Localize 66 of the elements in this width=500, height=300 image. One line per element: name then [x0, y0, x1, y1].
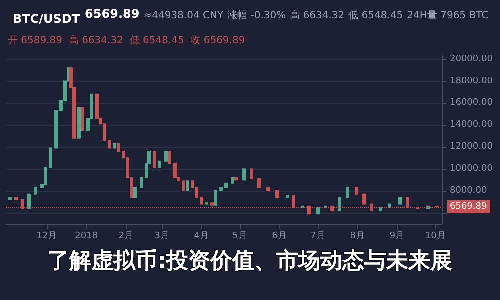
text: ≈44938.04 CNY	[144, 10, 224, 22]
candlestick	[168, 151, 171, 164]
text: 了解虚拟币:投资价值、市场动态与未来展	[48, 248, 452, 274]
candlestick	[231, 177, 234, 184]
candlestick	[133, 187, 137, 198]
candlestick	[113, 143, 116, 149]
y-tick-label: 10000.00	[450, 164, 494, 174]
candlestick	[81, 107, 84, 132]
candlestick	[153, 151, 156, 168]
candlestick	[140, 177, 143, 188]
x-tick-label: 7月	[310, 232, 326, 242]
candlestick	[362, 194, 366, 205]
x-tick-label: 8月	[350, 232, 365, 242]
candlestick	[398, 197, 402, 205]
candlestick	[234, 177, 238, 181]
candlestick	[117, 143, 120, 152]
x-tick-label: 3月	[154, 232, 170, 242]
candlestick	[27, 194, 31, 210]
candlestick	[266, 187, 270, 192]
candlestick	[316, 207, 320, 215]
candlestick	[355, 187, 358, 195]
candlestick	[214, 190, 217, 206]
candlestick	[158, 160, 161, 168]
x-tick-label: 2月	[118, 232, 134, 242]
candlestick	[182, 180, 185, 192]
text: 开 6589.89 高 6634.32 低 6548.45 收 6569.89	[8, 34, 246, 46]
candlestick	[14, 197, 18, 200]
candlestick	[242, 168, 246, 181]
candlestick	[388, 204, 391, 208]
candlestick	[44, 168, 47, 185]
candlestick	[186, 180, 189, 192]
candlestick	[49, 148, 52, 168]
candlestick	[275, 190, 279, 198]
x-tick-label: 6月	[272, 232, 287, 242]
y-tick-label: 12000.00	[450, 142, 494, 152]
text: 低 6548.45	[348, 10, 404, 22]
x-tick-label: 9月	[390, 232, 405, 242]
candlestick	[379, 207, 382, 212]
y-tick-label: 16000.00	[450, 98, 494, 108]
y-tick-label: 14000.00	[450, 120, 494, 130]
text: 6569.89	[85, 7, 140, 21]
candlestick	[8, 197, 12, 200]
candlestick	[173, 163, 177, 178]
candlestick	[108, 140, 111, 149]
chart-title: BTC/USDT	[13, 12, 81, 26]
y-tick-label: 8000.00	[450, 186, 488, 196]
candlestick	[77, 107, 81, 139]
candlestick	[286, 194, 289, 198]
x-tick-label: 5月	[232, 232, 248, 242]
candlestick	[200, 197, 203, 205]
candlestick	[338, 197, 341, 212]
candlestick	[34, 187, 37, 195]
candlestick	[257, 178, 261, 188]
x-tick-label: 2018	[75, 232, 98, 242]
x-tick-label: 12月	[36, 232, 58, 242]
text: 24H量 7965 BTC	[407, 10, 489, 22]
text: 涨幅 -0.30%	[228, 10, 286, 22]
text: 高 6634.32	[290, 10, 345, 22]
x-tick-label: 4月	[194, 232, 209, 242]
x-tick-label: 10月	[425, 232, 446, 242]
ref-line-label: 6569.89	[450, 202, 488, 212]
y-tick-label: 20000.00	[450, 54, 494, 64]
y-tick-label: 18000.00	[450, 76, 494, 86]
candlestick	[346, 187, 349, 198]
candlestick	[250, 168, 253, 180]
candlestick	[164, 151, 168, 162]
